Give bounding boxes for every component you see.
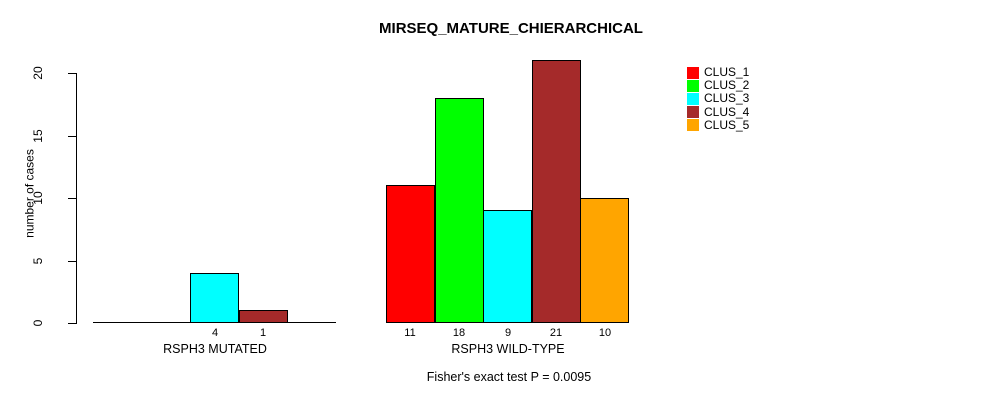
- bar-value-label: 10: [598, 327, 612, 339]
- legend-swatch: [687, 66, 699, 79]
- y-tick-mark: [68, 260, 76, 262]
- y-tick-label: 0: [31, 319, 45, 327]
- bar-value-label: 21: [549, 327, 563, 339]
- bar-value-label: 1: [259, 327, 267, 339]
- annotation-text: Fisher's exact test P = 0.0095: [426, 370, 592, 384]
- legend-item: CLUS_5: [687, 117, 750, 132]
- bar-CLUS_2: [435, 98, 484, 323]
- y-tick-label: 20: [31, 66, 45, 80]
- y-tick-mark: [68, 135, 76, 137]
- legend-item-label: CLUS_3: [704, 91, 750, 106]
- legend-item: CLUS_2: [687, 79, 749, 92]
- bar-value-label: 18: [452, 327, 466, 339]
- legend-item-label: CLUS_2: [704, 78, 750, 93]
- bar-CLUS_3: [190, 273, 239, 323]
- y-axis-line: [76, 73, 77, 324]
- group-label: RSPH3 MUTATED: [163, 342, 267, 356]
- legend-item-label: CLUS_4: [704, 104, 750, 119]
- legend-item: CLUS_1: [687, 66, 749, 79]
- y-tick-label: 10: [31, 191, 45, 205]
- bar-value-label: 11: [404, 327, 416, 339]
- bar-CLUS_1: [386, 185, 435, 323]
- y-tick-mark: [68, 198, 76, 199]
- bar-CLUS_4: [532, 60, 581, 323]
- bar-CLUS_5: [580, 198, 629, 323]
- y-tick-label: 5: [31, 257, 45, 264]
- bar-CLUS_4: [239, 310, 288, 323]
- bar-CLUS_3: [483, 210, 532, 323]
- legend-swatch: [687, 92, 699, 105]
- chart-title: MIRSEQ_MATURE_CHIERARCHICAL: [379, 20, 643, 37]
- legend-swatch: [687, 106, 699, 119]
- y-tick-label: 15: [31, 128, 45, 143]
- legend: CLUS_1 CLUS_2 CLUS_3 CLUS_4 CLUS_5: [687, 66, 749, 132]
- legend-swatch: [687, 119, 699, 132]
- legend-swatch: [687, 79, 699, 92]
- legend-item-label: CLUS_5: [704, 117, 750, 132]
- y-tick-mark: [68, 73, 76, 74]
- legend-item-label: CLUS_1: [704, 65, 750, 80]
- bar-value-label: 4: [211, 327, 219, 339]
- y-tick-mark: [68, 323, 76, 324]
- legend-item: CLUS_4: [687, 104, 750, 119]
- group-label: RSPH3 WILD-TYPE: [451, 342, 565, 356]
- bar-value-label: 9: [504, 327, 512, 339]
- legend-item: CLUS_3: [687, 92, 749, 105]
